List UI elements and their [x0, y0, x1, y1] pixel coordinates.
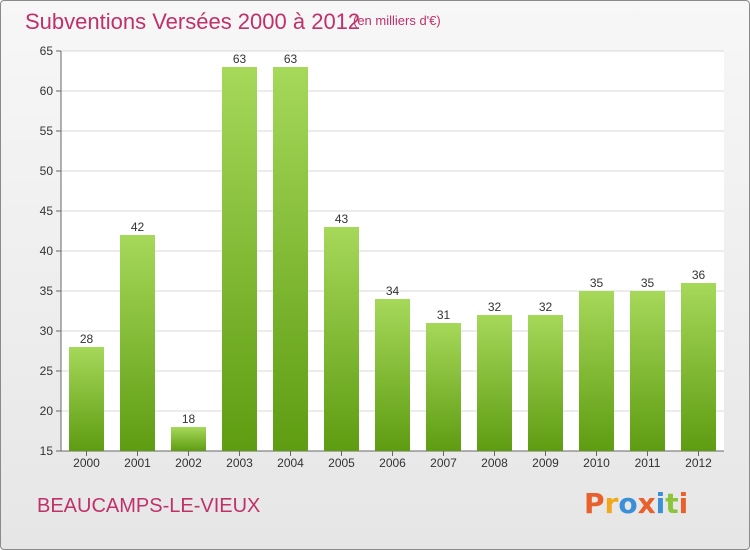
logo-letter: x	[637, 487, 656, 520]
data-label: 63	[233, 52, 247, 66]
data-label: 43	[335, 212, 349, 226]
bar	[426, 323, 461, 451]
y-tick-label: 35	[40, 284, 54, 298]
logo-letter: i	[655, 487, 666, 520]
y-tick-label: 40	[40, 244, 54, 258]
bar	[630, 291, 665, 451]
unit-note: (en milliers d'€)	[353, 13, 441, 28]
bar	[171, 427, 206, 451]
bar	[273, 67, 308, 451]
data-label: 28	[80, 332, 94, 346]
data-label: 32	[488, 300, 502, 314]
bar	[681, 283, 716, 451]
logo-letter: o	[618, 487, 638, 520]
data-label: 31	[437, 308, 451, 322]
data-label: 42	[131, 220, 145, 234]
x-tick-label: 2011	[635, 456, 661, 470]
y-tick-label: 60	[40, 84, 54, 98]
bar	[222, 67, 257, 451]
x-tick-label: 2004	[277, 456, 304, 470]
y-tick-label: 50	[40, 164, 54, 178]
bar	[69, 347, 104, 451]
x-tick-label: 2010	[583, 456, 610, 470]
logo-letter: t	[665, 487, 679, 520]
bar	[324, 227, 359, 451]
logo-letter: P	[584, 487, 605, 520]
data-label: 36	[692, 268, 706, 282]
y-tick-label: 15	[40, 444, 54, 458]
bar	[375, 299, 410, 451]
x-tick-label: 2006	[379, 456, 406, 470]
y-tick-label: 45	[40, 204, 54, 218]
y-tick-label: 65	[40, 44, 54, 58]
x-tick-label: 2007	[430, 456, 457, 470]
data-label: 63	[284, 52, 298, 66]
bar	[120, 235, 155, 451]
x-tick-label: 2001	[124, 456, 151, 470]
data-label: 35	[641, 276, 655, 290]
y-tick-label: 25	[40, 364, 54, 378]
bar	[579, 291, 614, 451]
x-tick-label: 2003	[226, 456, 253, 470]
x-tick-label: 2009	[532, 456, 559, 470]
chart-title: Subventions Versées 2000 à 2012	[25, 9, 361, 34]
proxiti-logo: Proxiti	[584, 487, 688, 520]
data-label: 34	[386, 284, 400, 298]
x-tick-label: 2008	[481, 456, 508, 470]
x-tick-label: 2002	[175, 456, 202, 470]
data-label: 18	[182, 412, 196, 426]
logo-letter: r	[604, 487, 619, 520]
data-label: 32	[539, 300, 553, 314]
data-label: 35	[590, 276, 604, 290]
x-tick-label: 2005	[328, 456, 355, 470]
bar	[528, 315, 563, 451]
x-tick-label: 2000	[73, 456, 100, 470]
bar	[477, 315, 512, 451]
logo-letter: i	[678, 487, 689, 520]
y-tick-label: 55	[40, 124, 54, 138]
y-tick-label: 20	[40, 404, 54, 418]
commune-name: BEAUCAMPS-LE-VIEUX	[37, 495, 261, 517]
y-tick-label: 30	[40, 324, 54, 338]
x-tick-label: 2012	[685, 456, 712, 470]
